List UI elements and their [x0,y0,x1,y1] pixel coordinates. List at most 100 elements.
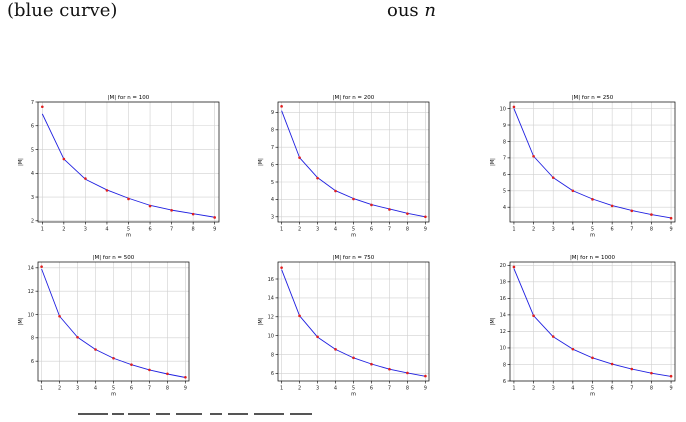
y-tick-label: 10 [500,346,506,352]
y-axis-label: |M| [490,317,496,325]
y-tick-label: 5 [503,189,506,195]
x-tick-label: 8 [406,227,409,233]
x-tick-label: 5 [352,386,355,392]
data-point [352,356,355,360]
y-tick-label: 3 [271,215,274,221]
data-point [406,371,409,375]
cropped-caption-left: (blue curve) [7,0,118,21]
y-tick-label: 6 [271,371,274,377]
data-point [41,105,44,109]
data-point [298,156,301,159]
data-point [316,335,319,339]
cropped-caption-mid: ous n [387,0,436,21]
data-point [280,105,283,108]
x-tick-label: 9 [669,227,672,233]
data-point [352,197,355,201]
data-point [610,362,614,366]
x-tick-label: 2 [532,227,535,233]
y-tick-label: 5 [31,147,34,153]
y-tick-label: 7 [503,156,506,162]
caption-mid-var: n [424,0,436,21]
data-point [571,189,575,193]
data-point [170,209,173,212]
x-axis-label: m [351,233,356,239]
data-point [148,204,152,208]
data-point [669,374,673,378]
data-point [334,189,337,193]
data-point [316,176,319,180]
data-point [298,314,301,318]
subplot-title: |M| for n = 200 [333,95,375,101]
data-point [388,208,391,211]
y-tick-label: 12 [268,315,274,321]
y-tick-label: 10 [268,333,274,339]
x-tick-label: 4 [334,386,337,392]
x-tick-label: 3 [316,227,319,233]
data-point [94,348,97,351]
data-point [191,212,195,216]
x-tick-label: 6 [370,386,373,392]
x-tick-label: 2 [58,386,61,392]
y-tick-label: 6 [503,172,506,178]
x-tick-label: 6 [611,386,614,392]
subplot-title: |M| for n = 750 [333,255,375,261]
x-tick-label: 7 [170,227,173,233]
data-point [127,197,130,201]
y-tick-label: 14 [268,296,274,302]
data-point [166,372,169,376]
x-tick-label: 9 [669,386,672,392]
y-tick-label: 7 [271,145,274,151]
y-tick-label: 20 [500,263,506,269]
data-point [76,335,79,339]
x-axis-label: m [590,392,595,398]
data-point [130,363,133,366]
x-axis-label: m [590,233,595,239]
x-tick-label: 3 [84,227,87,233]
y-axis-label: |M| [18,317,24,325]
x-tick-label: 2 [298,386,301,392]
x-tick-label: 1 [280,386,283,392]
y-tick-label: 16 [500,296,506,302]
data-point [334,348,337,351]
y-tick-label: 10 [500,106,506,112]
y-tick-label: 9 [503,123,506,129]
data-point [370,362,373,366]
subplot-2: 1 2 3 4 5 6 7 8 9 3 4 5 6 7 8 9 |M| for n = 200 m |M| [258,95,430,239]
data-point [551,335,555,338]
data-point [630,209,634,213]
data-point [532,314,535,318]
y-axis-label: |M| [258,158,264,166]
x-tick-label: 4 [334,227,337,233]
x-axis-label: m [111,392,116,398]
y-tick-label: 6 [31,359,34,365]
x-tick-label: 7 [148,386,151,392]
x-tick-label: 3 [552,386,555,392]
data-point [630,367,634,371]
subplot-1: 1 2 3 4 5 6 7 8 9 2 3 4 5 6 7 |M| for n = 100 m |M| [18,95,220,239]
x-tick-label: 3 [552,227,555,233]
y-tick-label: 18 [500,280,506,286]
data-point [148,368,151,372]
y-tick-label: 3 [31,195,34,201]
cropped-caption-bottom [78,412,338,422]
data-point [84,177,87,180]
x-tick-label: 8 [192,227,195,233]
x-tick-label: 1 [41,227,44,233]
y-tick-label: 10 [28,312,34,318]
x-tick-label: 2 [298,227,301,233]
x-tick-label: 5 [112,386,115,392]
data-point [512,265,516,269]
y-tick-label: 4 [271,197,274,203]
y-tick-label: 4 [31,171,34,177]
x-tick-label: 6 [370,227,373,233]
x-tick-label: 4 [571,227,574,233]
data-point [213,216,216,219]
data-point [424,215,427,219]
data-point [184,375,187,379]
x-tick-label: 6 [611,227,614,233]
y-tick-label: 6 [503,379,506,385]
data-point [512,105,516,109]
x-tick-label: 9 [213,227,216,233]
